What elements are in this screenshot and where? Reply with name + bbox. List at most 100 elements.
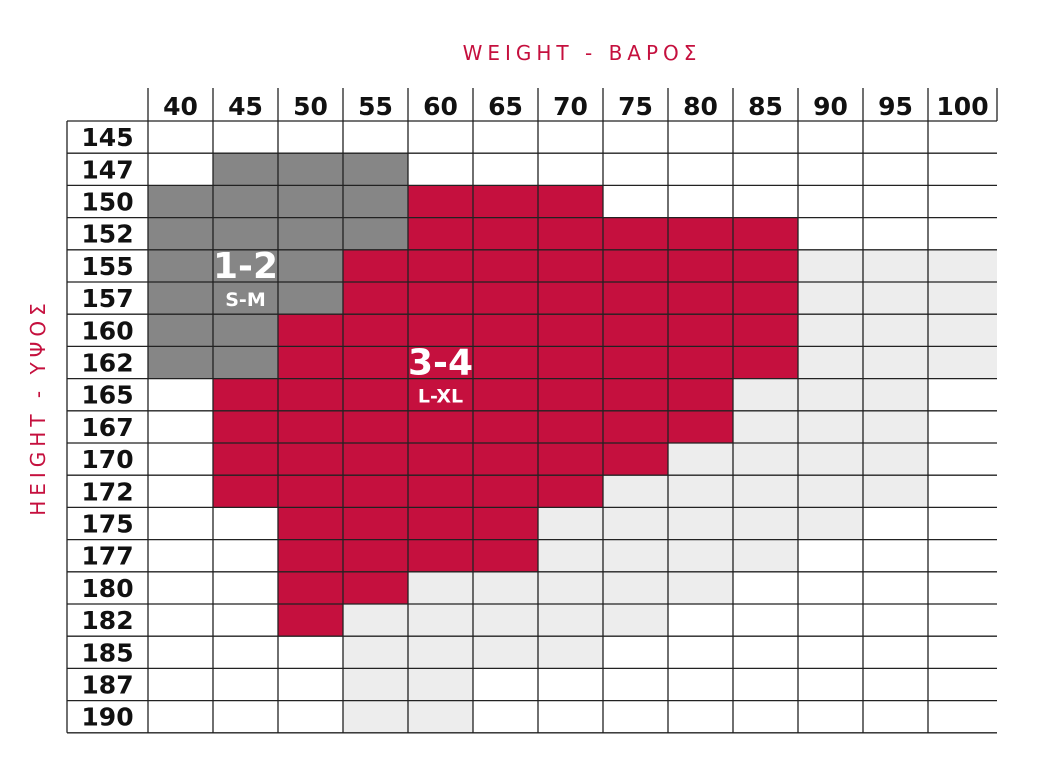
cell-zone-3-4-w70-h167 (538, 410, 603, 443)
cell-zone-3-4-w55-h172 (343, 475, 408, 508)
cell-zone-3-4-w45-h172 (213, 475, 278, 508)
cell-zone-3-4-w85-h155 (733, 249, 798, 282)
cell-zone-light-w95-h165 (863, 378, 928, 411)
y-tick-label: 165 (81, 381, 133, 410)
cell-zone-3-4-w65-h150 (473, 185, 538, 218)
cell-zone-3-4-w55-h157 (343, 282, 408, 315)
cell-zone-light-w80-h180 (668, 571, 733, 604)
y-tick-label: 145 (81, 123, 133, 152)
cell-zone-3-4-w55-h167 (343, 410, 408, 443)
x-tick-label: 75 (618, 92, 653, 121)
cell-zone-1-2-w55-h147 (343, 153, 408, 186)
cell-zone-light-w100-h157 (928, 282, 997, 315)
cell-zone-3-4-w80-h157 (668, 282, 733, 315)
cell-zone-3-4-w50-h162 (278, 346, 343, 379)
cell-zone-1-2-w40-h160 (148, 314, 213, 347)
cell-zone-1-2-w45-h152 (213, 217, 278, 250)
cell-zone-light-w55-h185 (343, 636, 408, 669)
cell-zone-light-w100-h160 (928, 314, 997, 347)
cell-zone-3-4-w75-h152 (603, 217, 668, 250)
cell-zone-3-4-w75-h170 (603, 443, 668, 476)
x-tick-label: 65 (488, 92, 523, 121)
cell-zone-3-4-w45-h167 (213, 410, 278, 443)
cell-zone-3-4-w70-h165 (538, 378, 603, 411)
cell-zone-3-4-w60-h152 (408, 217, 473, 250)
y-tick-label: 170 (81, 445, 133, 474)
cell-zone-1-2-w50-h155 (278, 249, 343, 282)
cell-zone-3-4-w60-h170 (408, 443, 473, 476)
cell-zone-3-4-w55-h177 (343, 539, 408, 572)
cell-zone-3-4-w75-h162 (603, 346, 668, 379)
cell-zone-3-4-w60-h175 (408, 507, 473, 540)
cell-zone-3-4-w60-h157 (408, 282, 473, 315)
x-tick-label: 55 (358, 92, 393, 121)
cell-zone-3-4-w55-h180 (343, 571, 408, 604)
cell-zone-3-4-w50-h167 (278, 410, 343, 443)
cell-zone-1-2-w45-h162 (213, 346, 278, 379)
cell-zone-3-4-w80-h162 (668, 346, 733, 379)
x-axis-title: WEIGHT - ΒΑΡΟΣ (463, 41, 702, 65)
cell-zone-3-4-w80-h160 (668, 314, 733, 347)
cell-zone-light-w85-h170 (733, 443, 798, 476)
cell-zone-3-4-w70-h172 (538, 475, 603, 508)
y-tick-label: 190 (81, 703, 133, 732)
cell-zone-light-w60-h190 (408, 700, 473, 733)
cell-zone-3-4-w65-h162 (473, 346, 538, 379)
cell-zone-3-4-w50-h177 (278, 539, 343, 572)
cell-zone-3-4-w85-h157 (733, 282, 798, 315)
zone-label-layer: 1-2S-M 3-4L-XL (213, 246, 473, 408)
cell-zone-3-4-w60-h172 (408, 475, 473, 508)
cell-zone-light-w85-h175 (733, 507, 798, 540)
x-tick-label: 95 (878, 92, 913, 121)
cell-zone-3-4-w60-h177 (408, 539, 473, 572)
cell-zone-1-2-w50-h147 (278, 153, 343, 186)
cell-zone-light-w55-h182 (343, 604, 408, 637)
cell-zone-light-w60-h182 (408, 604, 473, 637)
cell-zone-light-w85-h172 (733, 475, 798, 508)
y-tick-label: 172 (81, 477, 133, 506)
cell-zone-light-w95-h162 (863, 346, 928, 379)
cell-zone-light-w60-h185 (408, 636, 473, 669)
cell-zone-1-2-w40-h162 (148, 346, 213, 379)
cell-zone-light-w65-h180 (473, 571, 538, 604)
x-tick-label: 60 (423, 92, 458, 121)
cell-zone-light-w75-h177 (603, 539, 668, 572)
y-tick-label: 187 (81, 671, 133, 700)
y-tick-label: 177 (81, 542, 133, 571)
cell-zone-light-w60-h187 (408, 668, 473, 701)
cell-zone-light-w95-h167 (863, 410, 928, 443)
cell-zone-3-4-w80-h155 (668, 249, 733, 282)
cell-zone-3-4-w75-h155 (603, 249, 668, 282)
cell-zone-3-4-w65-h160 (473, 314, 538, 347)
cell-zone-light-w85-h167 (733, 410, 798, 443)
cell-zone-3-4-w50-h160 (278, 314, 343, 347)
cell-zone-3-4-w85-h162 (733, 346, 798, 379)
cell-zone-light-w85-h165 (733, 378, 798, 411)
cell-zone-light-w80-h172 (668, 475, 733, 508)
x-tick-label: 80 (683, 92, 718, 121)
cell-zone-3-4-w60-h150 (408, 185, 473, 218)
cell-zone-3-4-w65-h152 (473, 217, 538, 250)
y-tick-label: 160 (81, 316, 133, 345)
cell-zone-3-4-w60-h155 (408, 249, 473, 282)
cell-zone-3-4-w75-h165 (603, 378, 668, 411)
cell-zone-3-4-w50-h172 (278, 475, 343, 508)
cell-zone-3-4-w80-h167 (668, 410, 733, 443)
cell-zone-light-w90-h157 (798, 282, 863, 315)
cell-zone-3-4-w70-h155 (538, 249, 603, 282)
cell-zone-3-4-w60-h162 (408, 346, 473, 379)
cell-zone-light-w90-h165 (798, 378, 863, 411)
cell-zone-light-w95-h155 (863, 249, 928, 282)
cell-zone-light-w75-h175 (603, 507, 668, 540)
zone-label-code: 3-4 (408, 343, 473, 384)
cell-zone-3-4-w60-h160 (408, 314, 473, 347)
y-tick-label: 167 (81, 413, 133, 442)
cell-zone-3-4-w55-h165 (343, 378, 408, 411)
cell-zone-light-w70-h177 (538, 539, 603, 572)
cell-zone-light-w80-h177 (668, 539, 733, 572)
cell-zone-1-2-w45-h150 (213, 185, 278, 218)
x-tick-label: 90 (813, 92, 848, 121)
cell-zone-3-4-w65-h172 (473, 475, 538, 508)
cell-zone-3-4-w60-h167 (408, 410, 473, 443)
